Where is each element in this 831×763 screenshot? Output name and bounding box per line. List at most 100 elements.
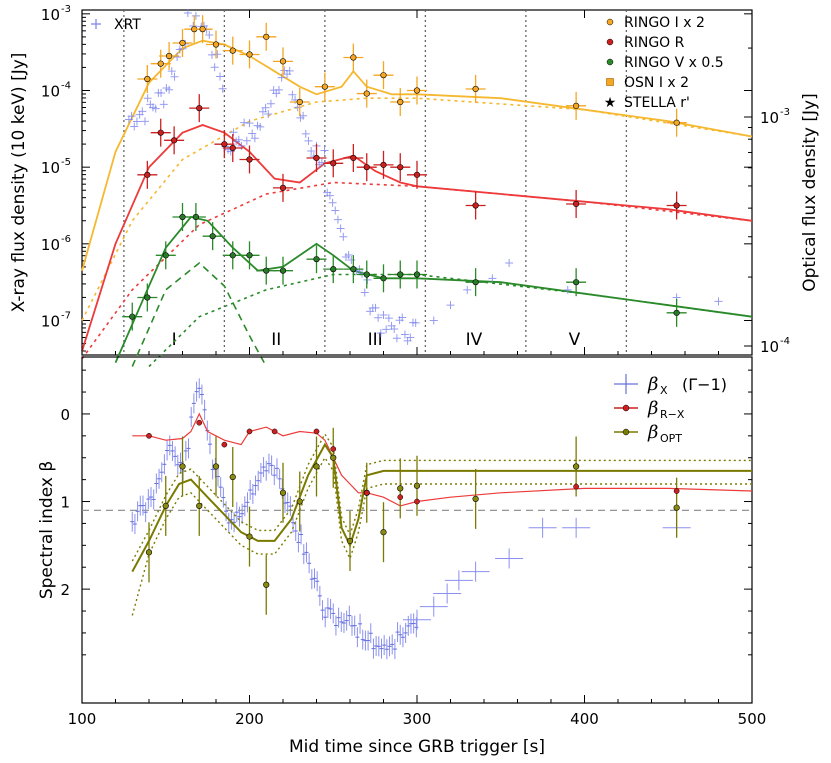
xrt-point bbox=[143, 94, 152, 103]
legend-label: RINGO R bbox=[624, 35, 685, 51]
xrt-point bbox=[191, 11, 200, 20]
betaRX-point bbox=[330, 446, 337, 452]
betaRX-point bbox=[271, 428, 278, 435]
xrt-point bbox=[256, 122, 265, 131]
xrt-point bbox=[167, 67, 176, 76]
betaOPT-point bbox=[380, 529, 387, 536]
data-point bbox=[472, 85, 479, 93]
betaRX-point bbox=[246, 428, 253, 435]
yr-tick-label: 10 bbox=[760, 338, 779, 356]
xrt-point bbox=[210, 63, 219, 72]
betaRX-point bbox=[313, 428, 320, 435]
phase-label: II bbox=[271, 330, 281, 350]
xrt-point bbox=[333, 215, 342, 224]
phase-label: IV bbox=[466, 330, 483, 350]
xrt-point bbox=[376, 329, 385, 338]
data-point bbox=[350, 54, 357, 61]
data-point bbox=[166, 52, 173, 60]
legend-beta: β bbox=[647, 422, 658, 443]
xrt-point bbox=[213, 50, 222, 59]
betaRX-point bbox=[573, 483, 579, 490]
xrt-point bbox=[347, 256, 356, 265]
xrt-point bbox=[159, 100, 168, 109]
data-point bbox=[380, 72, 387, 79]
data-point bbox=[144, 171, 151, 178]
data-point bbox=[129, 313, 136, 320]
xrt-point bbox=[307, 147, 316, 156]
legend-label: OSN I x 2 bbox=[624, 75, 689, 91]
data-point bbox=[212, 41, 220, 48]
xrt-legend-marker bbox=[91, 19, 101, 29]
legend-subscript: X bbox=[660, 384, 668, 397]
yb-tick-label: 1 bbox=[60, 494, 70, 512]
xrt-point bbox=[130, 122, 139, 131]
betaOPT-point bbox=[472, 495, 479, 503]
xrt-point bbox=[325, 191, 334, 200]
xrt-point bbox=[384, 314, 393, 323]
bottom-panel: 0 1 2 100 200 300 400 500 Mid time since GRB tri… bbox=[37, 356, 766, 757]
betaRX-point bbox=[196, 419, 203, 426]
xrt-point bbox=[505, 259, 514, 267]
legend-marker bbox=[606, 58, 614, 66]
xrt-point bbox=[274, 85, 283, 94]
green-model bbox=[114, 215, 753, 364]
y-tick-exponent: -5 bbox=[61, 157, 71, 168]
data-point bbox=[279, 184, 287, 191]
legend-betaX-marker bbox=[614, 374, 638, 394]
y-tick-label: 10 bbox=[41, 313, 60, 331]
xrt-point bbox=[371, 303, 380, 312]
xrt-point bbox=[157, 88, 166, 97]
data-point bbox=[363, 164, 370, 171]
legend-marker: ★ bbox=[604, 95, 617, 111]
betaOPT-point bbox=[246, 533, 253, 540]
y-tick-label: 10 bbox=[41, 236, 60, 254]
data-point bbox=[397, 98, 404, 106]
data-point bbox=[157, 129, 164, 136]
xrt-point bbox=[165, 85, 174, 94]
data-point bbox=[279, 58, 287, 65]
data-point bbox=[162, 252, 169, 259]
y-axis-label-bottom: Spectral index β bbox=[37, 461, 57, 599]
data-point bbox=[363, 90, 370, 97]
data-point bbox=[673, 202, 680, 209]
data-point bbox=[330, 266, 337, 273]
betaOPT-point bbox=[296, 498, 303, 505]
betaOPT-point bbox=[279, 489, 287, 496]
xrt-point bbox=[248, 129, 257, 138]
betaOPT-point bbox=[229, 473, 236, 481]
betaOPT-lower bbox=[131, 456, 752, 616]
x-axis-label: Mid time since GRB trigger [s] bbox=[289, 737, 545, 757]
xrt-point bbox=[392, 334, 401, 343]
xrt-point bbox=[234, 135, 243, 144]
betaOPT-point bbox=[263, 581, 270, 588]
data-point bbox=[246, 156, 253, 163]
xrt-point bbox=[328, 198, 337, 207]
xrt-point bbox=[293, 103, 302, 112]
xrt-point bbox=[266, 99, 275, 108]
xrt-point bbox=[299, 111, 308, 120]
xrt-point bbox=[429, 316, 438, 325]
xrt-point bbox=[216, 72, 225, 81]
yr-tick-exponent: -4 bbox=[780, 336, 790, 347]
data-point bbox=[263, 33, 270, 40]
yr-tick-label: 10 bbox=[760, 109, 779, 127]
y-tick-exponent: -7 bbox=[61, 311, 71, 322]
legend-subscript: R−X bbox=[660, 408, 685, 421]
data-point bbox=[397, 164, 404, 171]
xrt-point bbox=[138, 107, 147, 116]
data-point bbox=[229, 144, 236, 152]
betaOPT-point bbox=[573, 463, 580, 470]
data-point bbox=[279, 267, 287, 274]
xrt-point bbox=[331, 206, 340, 215]
y-tick-exponent: -3 bbox=[61, 4, 71, 15]
red-model bbox=[81, 124, 753, 352]
xrt-point bbox=[339, 232, 348, 241]
x-tick-label: 400 bbox=[570, 710, 599, 728]
legend-label: RINGO V x 0.5 bbox=[624, 55, 724, 71]
data-point bbox=[397, 271, 404, 278]
legend-marker bbox=[622, 404, 630, 412]
xrt-point bbox=[446, 301, 455, 310]
data-point bbox=[673, 119, 680, 126]
data-point bbox=[413, 87, 421, 94]
